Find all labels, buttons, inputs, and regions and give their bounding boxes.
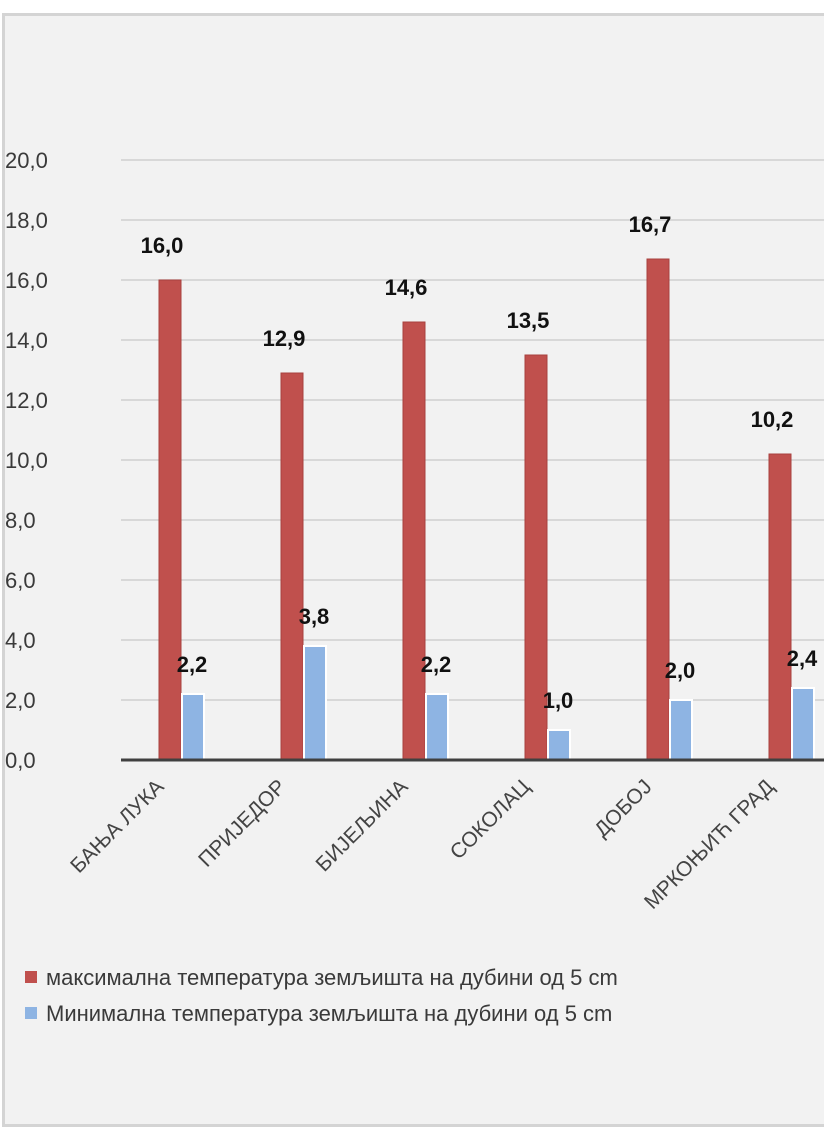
max-temp-bar — [402, 321, 426, 761]
legend-item-max: максимална температура земљишта на дубин… — [25, 962, 824, 993]
max-temp-bar — [768, 453, 792, 761]
category-label: БИЈЕЉИНА — [312, 775, 413, 876]
category-label: ПРИЈЕДОР — [194, 775, 290, 871]
min-temp-data-label: 2,2 — [421, 652, 452, 677]
min-temp-bar — [181, 693, 205, 761]
y-tick-label: 14,0 — [5, 328, 48, 353]
chart-frame: 0,0 2,0 4,0 6,0 8,0 10,0 12,0 14,0 16,0 18,0 20,0 1… — [2, 13, 824, 1127]
max-temp-data-label: 10,2 — [751, 407, 794, 432]
legend-label-min: Минимална температура земљишта на дубини… — [46, 1001, 613, 1026]
max-temp-data-label: 12,9 — [263, 326, 306, 351]
y-tick-label: 8,0 — [5, 508, 36, 533]
max-temp-bar — [280, 372, 304, 761]
chart-legend: максимална температура земљишта на дубин… — [25, 962, 824, 1124]
min-temp-data-label: 2,2 — [177, 652, 208, 677]
min-temp-data-label: 2,0 — [665, 658, 696, 683]
min-temp-bar — [425, 693, 449, 761]
max-temp-data-label: 13,5 — [507, 308, 550, 333]
y-tick-label: 16,0 — [5, 268, 48, 293]
max-temp-bar — [158, 279, 182, 761]
y-tick-label: 0,0 — [5, 748, 36, 773]
category-label: СОКОЛАЦ — [446, 775, 535, 864]
max-temp-data-label: 14,6 — [385, 275, 428, 300]
category-label: ДОБОЈ — [590, 775, 656, 841]
y-tick-label: 20,0 — [5, 148, 48, 173]
y-tick-label: 6,0 — [5, 568, 36, 593]
y-tick-label: 18,0 — [5, 208, 48, 233]
y-tick-label: 4,0 — [5, 628, 36, 653]
bar-chart: 0,0 2,0 4,0 6,0 8,0 10,0 12,0 14,0 16,0 18,0 20,0 1… — [5, 148, 824, 914]
max-temp-bar — [646, 258, 670, 761]
y-tick-label: 2,0 — [5, 688, 36, 713]
y-tick-label: 12,0 — [5, 388, 48, 413]
legend-swatch-min — [25, 1007, 37, 1019]
min-temp-bar — [669, 699, 693, 761]
max-temp-data-label: 16,0 — [141, 233, 184, 258]
category-label: БАЊА ЛУКА — [66, 775, 168, 877]
category-label: МРКОЊИЋ ГРАД — [640, 775, 778, 913]
min-temp-bar — [791, 687, 815, 761]
y-tick-label: 10,0 — [5, 448, 48, 473]
max-temp-data-label: 16,7 — [629, 212, 672, 237]
min-temp-data-label: 3,8 — [299, 604, 330, 629]
min-temp-data-label: 2,4 — [787, 646, 818, 671]
min-temp-bar — [303, 645, 327, 761]
legend-swatch-max — [25, 971, 37, 983]
legend-item-min: Минимална температура земљишта на дубини… — [25, 998, 824, 1029]
min-temp-bar — [547, 729, 571, 761]
min-temp-data-label: 1,0 — [543, 688, 574, 713]
legend-label-max: максимална температура земљишта на дубин… — [46, 965, 618, 990]
